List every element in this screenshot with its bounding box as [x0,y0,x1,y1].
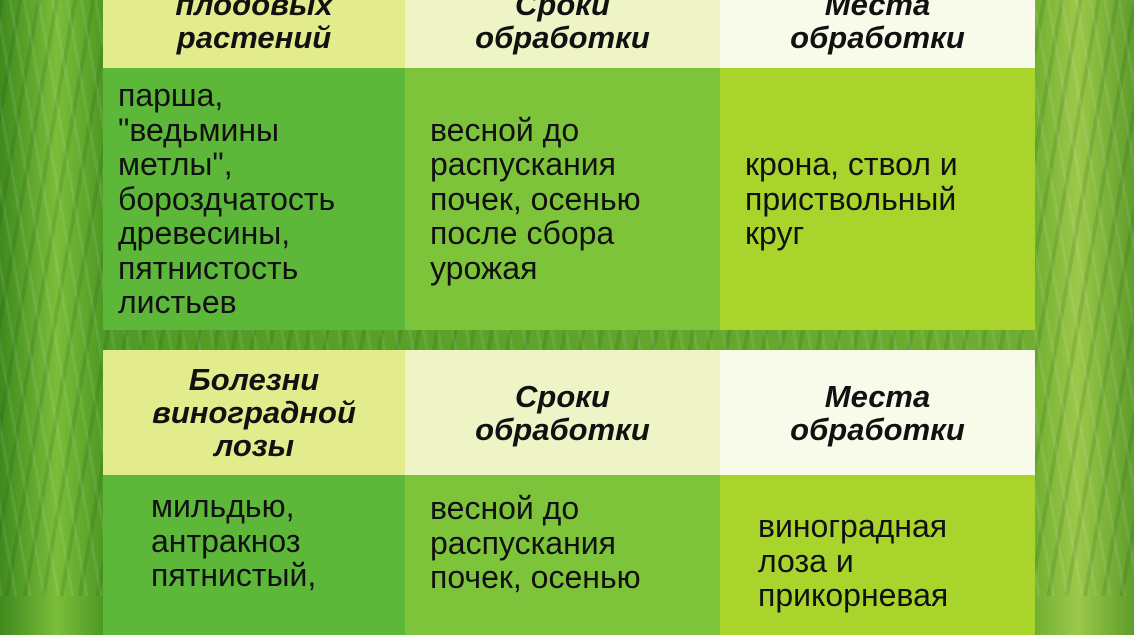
header-timing: Сроки обработки [405,0,720,68]
cell-diseases: мильдью, антракноз пятнистый, [103,475,405,635]
cell-places: виноградная лоза и прикорневая [720,475,1035,635]
header-places: Места обработки [720,350,1035,475]
cell-places: крона, ствол и приствольный круг [720,68,1035,330]
header-diseases: плодовых растений [103,0,405,68]
header-places: Места обработки [720,0,1035,68]
fruit-plants-table: плодовых растений Сроки обработки Места … [103,0,1035,330]
header-diseases: Болезни виноградной лозы [103,350,405,475]
cell-timing: весной до распускания почек, осенью [405,475,720,635]
cell-diseases: парша, "ведьмины метлы", бороздчатость д… [103,68,405,330]
header-timing: Сроки обработки [405,350,720,475]
grape-vine-table: Болезни виноградной лозы Сроки обработки… [103,350,1035,635]
cell-timing: весной до распускания почек, осенью посл… [405,68,720,330]
